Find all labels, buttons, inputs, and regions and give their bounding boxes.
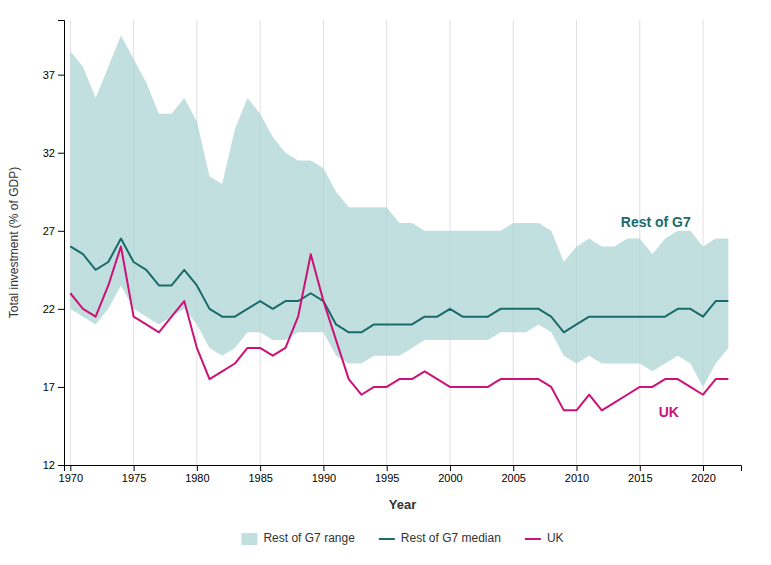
legend-label: UK (547, 531, 564, 545)
tick: 37 (43, 69, 64, 81)
tick-mark (58, 465, 64, 466)
tick-mark (576, 465, 577, 471)
legend-swatch (241, 533, 257, 545)
tick-label: 37 (43, 69, 55, 81)
series-line (70, 246, 728, 410)
tick-label: 2010 (565, 472, 589, 484)
tick-label: 1990 (312, 472, 336, 484)
tick-mark (70, 465, 71, 471)
y-axis: 12 17 22 27 32 37 (43, 21, 65, 472)
tick: 22 (43, 303, 64, 315)
tick: 1990 (312, 465, 336, 484)
plot: 1970 1975 1980 1985 1990 1995 2000 2005 2010 2015… (7, 20, 742, 545)
marks (70, 36, 728, 411)
tick: 1975 (122, 465, 146, 484)
annotation: UK (659, 404, 679, 420)
grid-line (703, 20, 704, 465)
tick-label: 2020 (691, 472, 715, 484)
tick: 2015 (628, 465, 652, 484)
chart: 1970 1975 1980 1985 1990 1995 2000 2005 2010 2015… (0, 0, 771, 565)
tick-label: 17 (43, 381, 55, 393)
tick: 17 (43, 381, 64, 393)
tick-mark (197, 465, 198, 471)
legend: Rest of G7 range Rest of G7 median UK (241, 531, 563, 545)
axis-line (58, 21, 65, 466)
tick-label: 2005 (501, 472, 525, 484)
tick: 32 (43, 147, 64, 159)
tick: 1970 (59, 465, 83, 484)
legend-swatch (379, 538, 395, 540)
legend-item: Rest of G7 range (241, 531, 355, 545)
axis-line (65, 466, 742, 472)
legend-label: Rest of G7 range (263, 531, 355, 545)
tick-label: 12 (43, 459, 55, 471)
x-axis-title: Year (389, 497, 416, 512)
tick: 1995 (375, 465, 399, 484)
tick: 27 (43, 225, 64, 237)
tick-mark (58, 153, 64, 154)
x-axis: 1970 1975 1980 1985 1990 1995 2000 2005 2010 2015… (59, 465, 742, 484)
tick-label: 1980 (185, 472, 209, 484)
tick-mark (387, 465, 388, 471)
tick: 2005 (501, 465, 525, 484)
tick-mark (260, 465, 261, 471)
legend-label: Rest of G7 median (401, 531, 501, 545)
tick-label: 2015 (628, 472, 652, 484)
tick-label: 27 (43, 225, 55, 237)
tick-mark (58, 231, 64, 232)
tick: 1980 (185, 465, 209, 484)
legend-item: Rest of G7 median (379, 531, 501, 545)
tick-mark (323, 465, 324, 471)
tick-mark (513, 465, 514, 471)
tick-label: 32 (43, 147, 55, 159)
tick-label: 1970 (59, 472, 83, 484)
range-area (70, 36, 728, 387)
tick-mark (703, 465, 704, 471)
tick-label: 2000 (438, 472, 462, 484)
tick: 2020 (691, 465, 715, 484)
tick-mark (134, 465, 135, 471)
tick: 2010 (565, 465, 589, 484)
tick-mark (450, 465, 451, 471)
tick-mark (58, 387, 64, 388)
tick-label: 1985 (248, 472, 272, 484)
tick-mark (58, 75, 64, 76)
tick-mark (640, 465, 641, 471)
tick-mark (58, 309, 64, 310)
legend-swatch (525, 538, 541, 540)
annotation: Rest of G7 (621, 214, 691, 230)
grid-line (576, 20, 577, 465)
tick: 12 (43, 459, 64, 471)
tick: 2000 (438, 465, 462, 484)
tick: 1985 (248, 465, 272, 484)
tick-label: 1995 (375, 472, 399, 484)
tick-label: 22 (43, 303, 55, 315)
y-axis-title: Total investment (% of GDP) (7, 167, 21, 318)
legend-item: UK (525, 531, 564, 545)
tick-label: 1975 (122, 472, 146, 484)
